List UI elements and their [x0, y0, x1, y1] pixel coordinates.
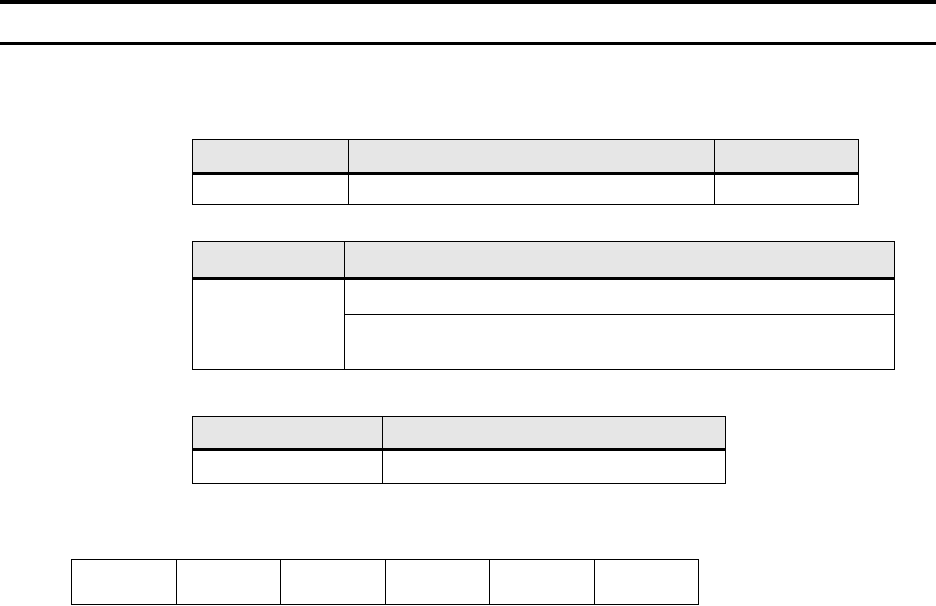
table-1-header-cell-1 [192, 139, 349, 175]
table-2-left-cell [192, 278, 345, 370]
table-4-cell-4 [384, 559, 490, 605]
table-1 [192, 139, 859, 205]
table-1-header-cell-2 [348, 139, 715, 175]
table-2-header [192, 241, 895, 280]
table-row [192, 241, 895, 280]
table-4-cell-3 [280, 559, 386, 605]
table-row [192, 173, 859, 205]
table-1-cell-3 [714, 173, 859, 205]
table-3-cell-2 [382, 449, 726, 484]
table-4-cell-6 [593, 559, 699, 605]
table-2-header-cell-1 [192, 241, 345, 280]
table-row [192, 139, 859, 175]
table-1-header [192, 139, 859, 175]
table-2-header-cell-2 [344, 241, 895, 280]
table-4-cell-5 [489, 559, 595, 605]
table-row [192, 416, 726, 451]
table-3-header-cell-2 [382, 416, 726, 451]
table-row [71, 559, 699, 605]
table-row [192, 449, 726, 484]
top-black-bar [0, 0, 936, 4]
table-3 [192, 416, 726, 484]
table-2-right-cell-1 [344, 278, 895, 315]
table-row [192, 278, 895, 370]
table-3-header-cell-1 [192, 416, 383, 451]
table-1-cell-1 [192, 173, 349, 205]
table-2-right-cell-2 [344, 314, 895, 370]
table-3-header [192, 416, 726, 451]
horizontal-rule [0, 42, 936, 45]
table-4-cell-2 [175, 559, 281, 605]
table-4-cell-1 [71, 559, 177, 605]
table-row [193, 314, 895, 370]
table-1-cell-2 [348, 173, 715, 205]
table-2 [192, 241, 895, 370]
table-1-header-cell-3 [714, 139, 859, 175]
table-3-cell-1 [192, 449, 383, 484]
table-4 [71, 559, 699, 605]
